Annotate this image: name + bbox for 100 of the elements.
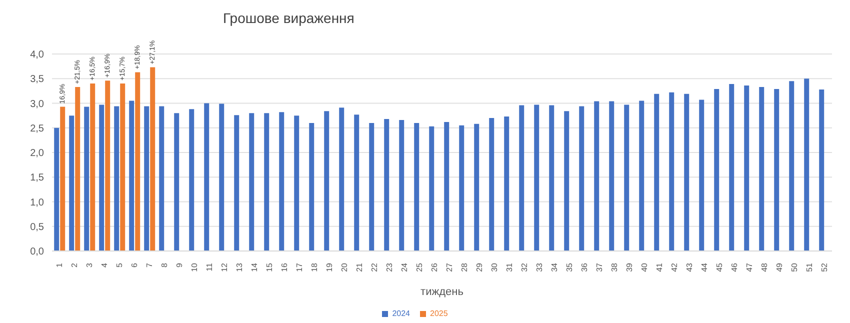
x-tick-label: 21 [355,262,364,272]
bar [384,119,390,251]
x-tick-label: 47 [745,262,754,272]
legend-label: 2025 [430,309,448,318]
x-tick-label: 25 [415,262,424,272]
bar [60,106,66,251]
bar [414,122,420,251]
bar [249,113,254,251]
y-tick-label: 3,5 [30,74,44,86]
x-tick-label: 7 [145,262,154,268]
x-tick-label: 39 [625,262,634,272]
y-tick-label: 1,0 [30,197,44,208]
x-tick-label: 16 [280,262,289,272]
bar [624,104,630,251]
x-tick-label: 29 [475,262,484,272]
y-tick-label: 1,5 [30,172,44,184]
y-tick-label: 2,0 [30,148,44,160]
bar [789,81,794,251]
bar [189,109,194,251]
bar [669,92,674,251]
bar [459,125,464,251]
x-tick-label: 38 [610,262,619,272]
x-tick-label: 51 [805,262,814,272]
bar [324,111,330,251]
x-tick-label: 28 [460,262,469,272]
bar [714,88,720,251]
bar [474,124,480,251]
x-tick-label: 52 [820,262,829,272]
bar [144,106,150,251]
bar [804,78,810,251]
x-tick-label: 33 [535,262,544,272]
bar [504,116,510,251]
bar [339,108,344,251]
bar [369,122,374,251]
bar [264,113,270,251]
bar [90,84,96,251]
x-tick-label: 5 [115,262,124,268]
bar [204,103,210,251]
x-axis-title: тиждень [420,286,464,298]
bar [54,128,60,251]
bar [99,104,104,251]
x-tick-label: 37 [595,262,604,272]
x-tick-label: 19 [325,262,334,272]
x-tick-label: 44 [700,262,709,272]
bar [444,122,450,251]
bar [684,94,690,251]
bar [135,72,140,251]
bar [174,113,180,251]
bar [654,94,660,251]
legend-label: 2024 [392,309,410,318]
bar [105,80,110,251]
x-tick-label: 48 [760,262,769,272]
y-tick-label: 0,5 [30,222,44,233]
x-tick-label: 14 [250,262,259,272]
x-tick-label: 2 [70,262,79,268]
x-tick-label: 9 [175,262,184,268]
bar [519,105,524,251]
x-tick-label: 1 [55,262,64,268]
bar [729,84,734,251]
bar [279,112,284,251]
x-tick-label: 8 [160,262,169,268]
x-tick-label: 43 [685,262,694,272]
x-tick-label: 15 [265,262,274,272]
x-tick-label: 41 [655,262,664,272]
x-tick-label: 10 [190,262,199,272]
x-tick-label: 26 [430,262,439,272]
x-tick-label: 42 [670,262,679,272]
x-tick-label: 12 [220,262,229,272]
bar [309,122,314,251]
bar [84,106,90,251]
x-tick-label: 36 [580,262,589,272]
x-tick-label: 6 [130,262,139,268]
bar [69,116,74,251]
bar [579,106,584,251]
bar [609,101,614,251]
bar [564,111,570,251]
chart-title: Грошове вираження [222,9,356,28]
x-tick-label: 27 [445,262,454,272]
x-tick-label: 17 [295,262,304,272]
x-tick-label: 23 [385,262,394,272]
bar [594,101,600,251]
bar [399,120,404,251]
x-tick-label: 46 [730,262,739,272]
bar [534,104,540,251]
x-tick-label: 3 [85,262,94,268]
bar [759,87,764,251]
bar [129,100,134,251]
bar [114,106,120,251]
bar [159,106,164,251]
x-tick-label: 13 [235,262,244,272]
bar [75,87,80,251]
bar [819,89,824,251]
bar [354,114,360,251]
bar [234,115,240,251]
x-tick-label: 30 [490,262,499,272]
x-tick-label: 18 [310,262,319,272]
x-tick-label: 49 [775,262,784,272]
bar [774,88,780,251]
x-tick-label: 22 [370,262,379,272]
bar [294,116,300,251]
